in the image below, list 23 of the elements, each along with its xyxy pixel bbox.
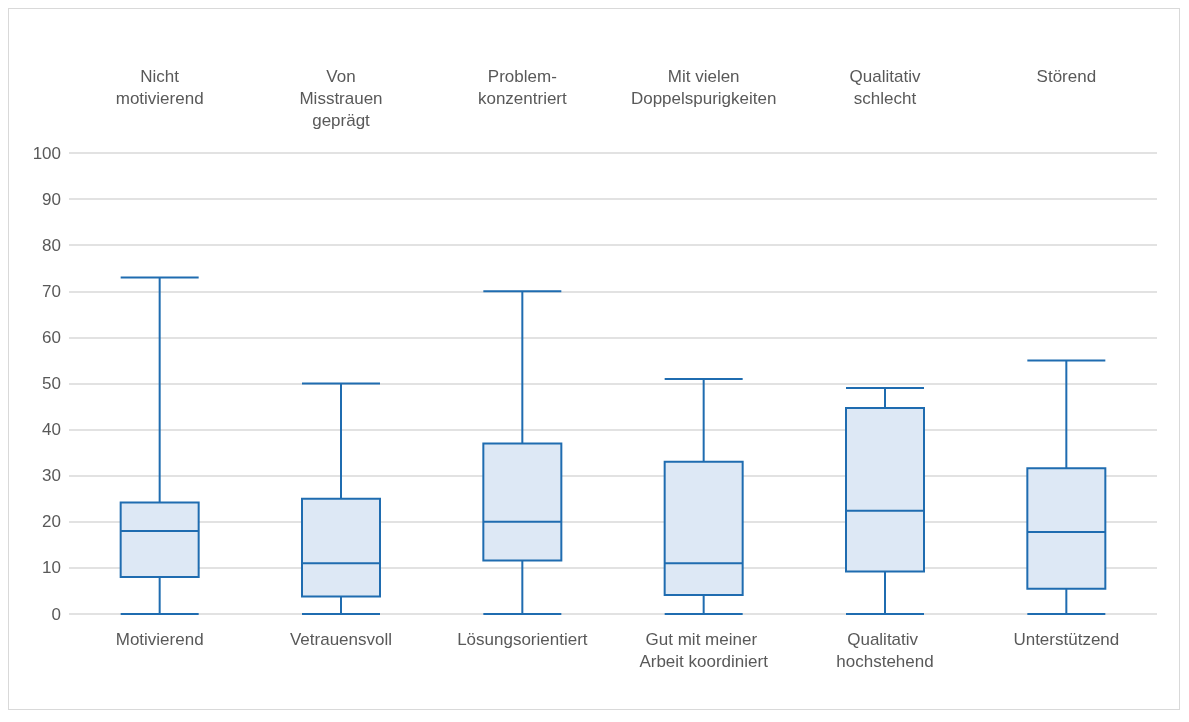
text: Qualitativ schlecht	[849, 66, 921, 108]
y-tick-label: 100	[32, 143, 61, 163]
text: Problem- konzentriert	[477, 66, 568, 108]
y-tick-label: 60	[42, 327, 61, 347]
text: Von Misstrauen geprägt	[299, 66, 383, 130]
x-tick-label: Unterstützend	[1013, 629, 1120, 649]
y-tick-label: 80	[42, 235, 61, 255]
y-tick-label: 10	[42, 558, 61, 578]
text: Nicht motivierend	[115, 66, 204, 108]
y-tick-label: 30	[42, 466, 61, 486]
y-tick-label: 0	[51, 604, 61, 624]
x-tick-label: Qualitativ hochstehend	[836, 629, 934, 671]
text: Störend	[1036, 66, 1097, 86]
text: Mit vielen Doppelspurigkeiten	[630, 66, 777, 108]
y-tick-label: 90	[42, 189, 61, 209]
x-tick-label: Gut mit meiner Arbeit koordiniert	[639, 629, 769, 671]
x-tick-label: Lösungsorientiert	[457, 629, 588, 649]
y-tick-label: 40	[42, 420, 61, 440]
x-tick-label: Motivierend	[115, 629, 204, 649]
y-tick-label: 70	[42, 281, 61, 301]
x-tick-label: Vetrauensvoll	[289, 629, 393, 649]
y-tick-label: 50	[42, 374, 61, 393]
y-tick-label: 20	[42, 512, 61, 532]
